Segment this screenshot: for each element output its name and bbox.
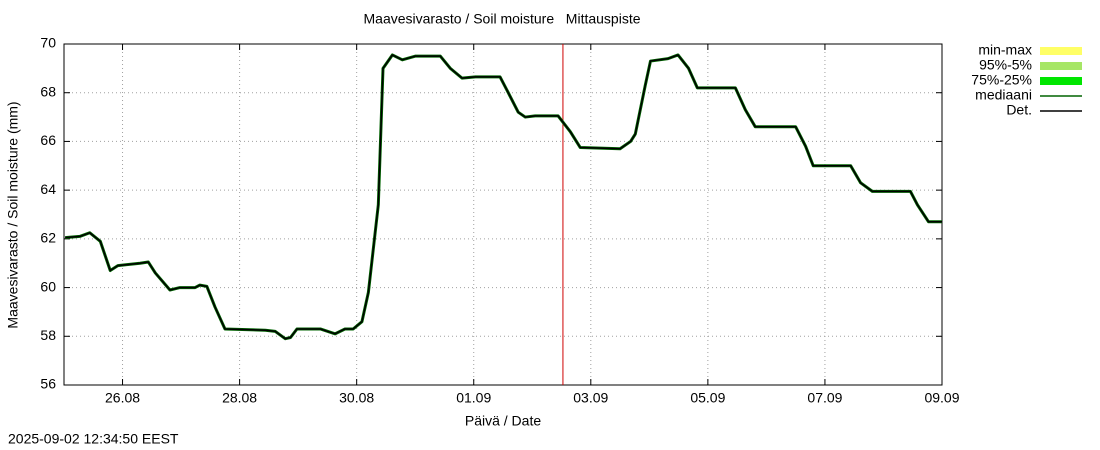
plot-frame xyxy=(63,43,943,386)
y-tick-label: 56 xyxy=(40,376,56,392)
y-tick-label: 62 xyxy=(40,230,56,246)
legend-label: 95%-5% xyxy=(979,57,1032,73)
y-tick-label: 68 xyxy=(40,83,56,99)
legend-label: mediaani xyxy=(975,87,1032,103)
x-axis-label: Päivä / Date xyxy=(465,413,541,429)
legend-label: Det. xyxy=(1006,102,1032,118)
timestamp: 2025-09-02 12:34:50 EEST xyxy=(8,431,179,447)
x-tick-label: 30.08 xyxy=(339,390,374,406)
x-tick-label: 28.08 xyxy=(222,390,257,406)
series-line xyxy=(65,54,942,340)
x-tick-label: 07.09 xyxy=(807,390,842,406)
y-tick-label: 58 xyxy=(40,327,56,343)
x-tick-label: 03.09 xyxy=(573,390,608,406)
x-tick-label: 26.08 xyxy=(105,390,140,406)
legend-label: 75%-25% xyxy=(971,72,1032,88)
y-tick-label: 60 xyxy=(40,278,56,294)
legend-swatch xyxy=(1040,77,1082,85)
legend-swatch xyxy=(1040,62,1082,70)
series-line xyxy=(65,53,942,341)
x-tick-label: 09.09 xyxy=(924,390,959,406)
x-tick-label: 01.09 xyxy=(456,390,491,406)
y-tick-label: 64 xyxy=(40,181,56,197)
chart-title: Maavesivarasto / Soil moisture Mittauspi… xyxy=(364,11,641,27)
y-tick-label: 70 xyxy=(40,35,56,51)
legend-swatch xyxy=(1040,47,1082,55)
legend-label: min-max xyxy=(978,42,1032,58)
x-tick-label: 05.09 xyxy=(690,390,725,406)
y-axis-label: Maavesivarasto / Soil moisture (mm) xyxy=(5,101,21,328)
y-tick-label: 66 xyxy=(40,132,56,148)
